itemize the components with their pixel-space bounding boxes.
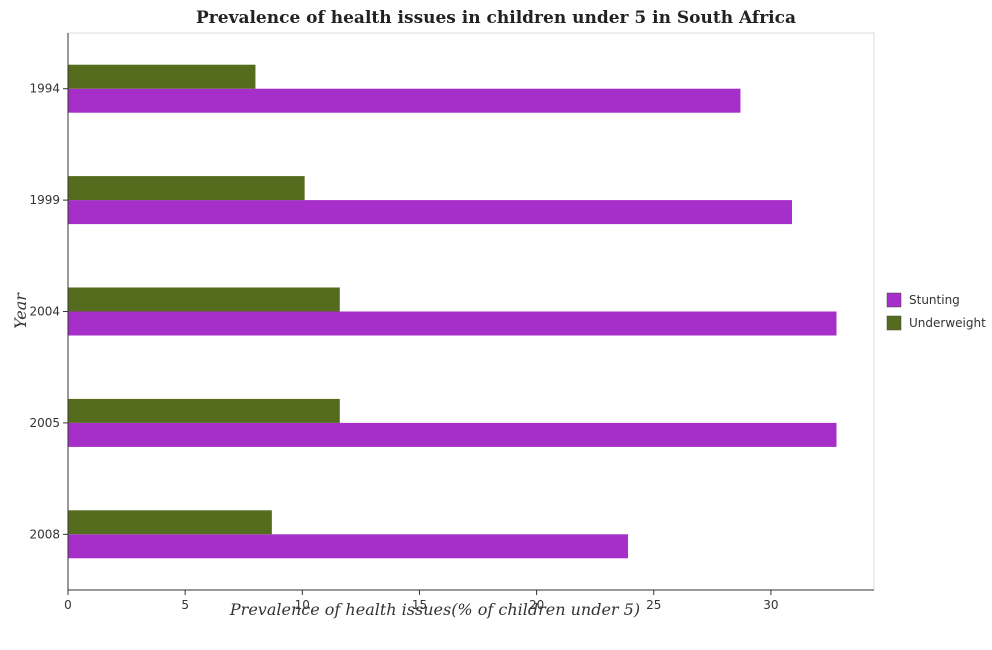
bars-group: [68, 64, 837, 559]
bar-stunting-2005: [68, 422, 837, 447]
bar-stunting-1994: [68, 88, 741, 113]
bar-underweight-2004: [68, 287, 340, 312]
legend-label-underweight: Underweight: [909, 316, 986, 330]
y-tick-label-1994: 1994: [29, 82, 60, 96]
x-tick-label-30: 30: [763, 598, 778, 612]
x-tick-label-25: 25: [646, 598, 661, 612]
x-tick-label-15: 15: [412, 598, 427, 612]
y-tick-label-2004: 2004: [29, 305, 60, 319]
bar-stunting-2008: [68, 534, 628, 559]
bar-stunting-1999: [68, 200, 792, 225]
chart-title: Prevalence of health issues in children …: [196, 8, 796, 28]
bar-underweight-1999: [68, 176, 305, 201]
bar-underweight-1994: [68, 64, 256, 89]
legend-label-stunting: Stunting: [909, 293, 960, 307]
legend-swatch-stunting: [886, 292, 902, 308]
legend: Stunting Underweight: [886, 292, 986, 331]
x-tick-label-20: 20: [529, 598, 544, 612]
bar-underweight-2008: [68, 510, 272, 535]
y-tick-label-2008: 2008: [29, 527, 60, 541]
x-axis-title: Prevalence of health issues(% of childre…: [229, 600, 640, 619]
x-tick-label-0: 0: [64, 598, 72, 612]
y-axis: 1994 1999 2004 2005 2008: [29, 33, 69, 590]
bar-underweight-2005: [68, 398, 340, 423]
y-axis-title: Year: [11, 292, 30, 329]
y-tick-label-2005: 2005: [29, 416, 60, 430]
y-tick-label-1999: 1999: [29, 193, 60, 207]
x-axis: 0 5 10 15 20 25 30: [64, 589, 874, 612]
x-tick-label-5: 5: [181, 598, 189, 612]
x-tick-label-10: 10: [295, 598, 310, 612]
bar-stunting-2004: [68, 311, 837, 336]
legend-swatch-underweight: [886, 315, 902, 331]
